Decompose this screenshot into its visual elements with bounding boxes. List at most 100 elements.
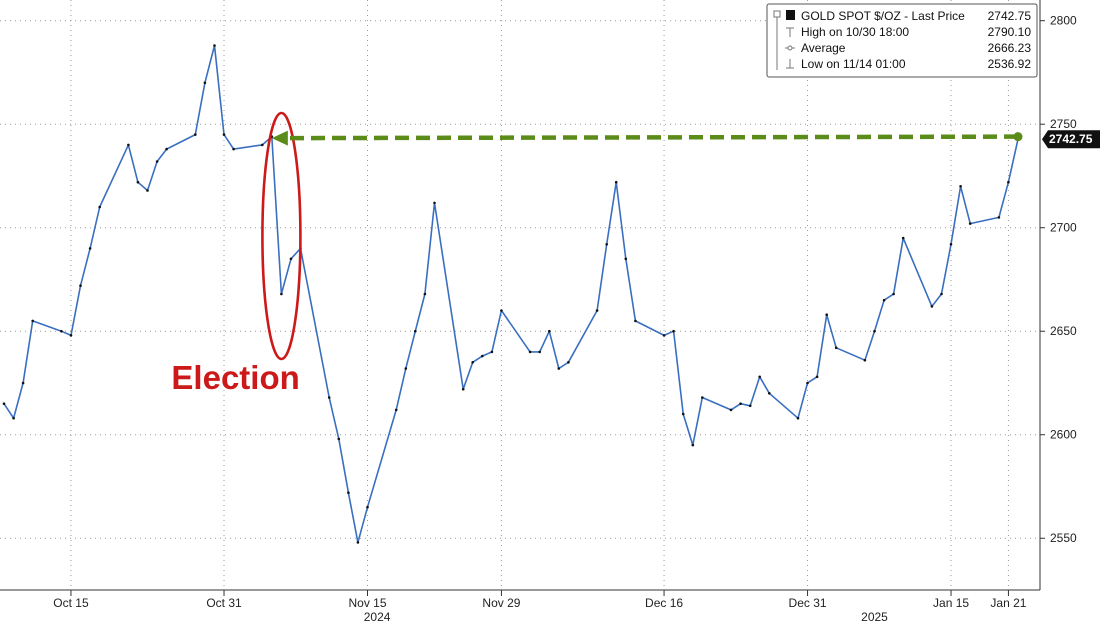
data-point-2024-12-11 [614,180,618,184]
reference-arrow-head [271,130,288,146]
x-tick-label-1: Oct 31 [206,596,242,610]
x-tick-label-0: Oct 15 [53,596,89,610]
data-point-2024-10-29 [203,81,207,85]
legend-tree-icon [773,10,781,70]
data-point-2024-12-24 [739,402,742,406]
data-point-2024-10-24 [155,160,159,163]
legend-high-icon [786,27,794,37]
data-point-2024-11-18 [394,408,398,412]
x-axis-ticks: Oct 15 Oct 31 Nov 15 Nov 29 Dec 16 Dec 31 Jan … [53,590,1027,610]
data-point-2025-01-06 [863,358,867,362]
data-point-2024-10-21 [127,143,130,147]
data-point-2024-10-31 [222,133,226,136]
data-point-2024-11-21 [423,292,427,296]
data-point-2025-01-09 [892,292,895,296]
data-point-2024-12-23 [729,408,733,412]
data-point-2024-12-12 [624,257,628,261]
legend-high-value: 2790.10 [988,25,1032,39]
last-price-tag: 2742.75 [1042,130,1100,149]
x-tick-label-4: Dec 16 [645,596,683,610]
axes: 2550 2600 2650 2700 2750 2800 Oct 15 Oct 31 Nov… [0,0,1077,624]
series-layer [2,44,1020,544]
data-point-2024-12-06 [567,361,570,364]
legend-average-icon [785,45,795,51]
y-tick-label-2700: 2700 [1050,221,1077,235]
legend-average-label: Average [801,41,846,55]
election-annotation: Election [171,111,302,396]
last-price-value: 2742.75 [1049,132,1093,146]
legend: GOLD SPOT $/OZ - Last Price 2742.75 High… [766,3,1038,78]
y-tick-label-2750: 2750 [1050,117,1077,131]
data-point-2024-11-28 [490,350,494,354]
data-point-2024-12-16 [662,334,666,337]
data-point-2024-11-26 [471,361,475,364]
data-point-2025-01-08 [882,298,886,302]
data-point-2024-10-30 [213,44,216,47]
data-point-2024-11-12 [337,437,341,441]
data-point-2024-11-19 [404,367,408,370]
data-point-2024-10-18 [98,205,101,209]
data-point-2025-01-14 [940,292,943,296]
data-point-2024-11-01 [232,147,235,151]
data-point-2025-01-21 [1007,180,1010,184]
data-point-2024-11-27 [481,354,484,358]
reference-arrow [271,130,1023,146]
y-tick-label-2600: 2600 [1050,428,1077,442]
data-point-2024-11-14 [356,541,360,544]
data-point-2024-12-31 [806,381,809,385]
data-point-2024-12-03 [538,350,541,354]
data-point-2024-10-10 [21,381,25,385]
data-point-2024-11-29 [500,309,503,312]
data-point-2024-10-28 [194,133,197,136]
data-point-2025-01-13 [930,305,934,308]
data-point-2024-12-20 [701,396,704,399]
legend-box [766,3,1038,78]
data-point-2024-11-06 [280,292,283,296]
year-label-2025: 2025 [861,610,888,624]
series-points [2,44,1020,544]
year-labels: 2024 2025 [364,610,888,624]
data-point-2024-12-17 [672,329,675,333]
legend-low-icon [786,59,794,69]
data-point-2024-10-15 [69,334,73,337]
x-tick-label-2: Nov 15 [348,596,386,610]
legend-title: GOLD SPOT $/OZ - Last Price [801,9,965,23]
data-point-2024-12-09 [595,309,599,312]
y-tick-label-2650: 2650 [1050,324,1077,338]
data-point-2025-01-07 [873,329,876,333]
data-point-2024-12-04 [548,329,551,333]
reference-arrow-line [283,134,1019,141]
data-point-2025-01-10 [901,236,905,240]
legend-low-value: 2536.92 [988,57,1032,71]
series-line-gold-spot [3,44,1019,544]
reference-arrow-dot [1013,132,1023,142]
last-price-tag-bg [1042,130,1100,149]
data-point-2024-11-13 [347,491,350,495]
data-point-2024-12-02 [528,350,532,354]
data-point-2024-12-05 [557,367,561,370]
data-point-2024-11-22 [433,201,436,205]
grid-lines [0,0,1040,590]
x-tick-label-3: Nov 29 [482,596,520,610]
data-point-2024-10-09 [12,416,15,420]
legend-average-value: 2666.23 [988,41,1032,55]
data-point-2025-01-01 [815,375,819,379]
data-point-2024-10-17 [88,247,92,250]
data-point-2025-01-15 [949,243,953,246]
x-tick-label-6: Jan 15 [933,596,969,610]
data-point-2024-10-16 [79,284,82,288]
data-point-2024-12-27 [768,392,771,395]
election-ellipse [261,111,302,361]
data-point-2025-01-20 [997,216,1001,219]
data-point-2024-10-08 [2,402,6,406]
data-point-2024-10-14 [60,329,63,333]
data-point-2024-10-23 [146,189,149,192]
election-label: Election [171,359,299,396]
data-point-2024-12-18 [681,412,685,416]
year-label-2024: 2024 [364,610,391,624]
data-point-2024-10-25 [165,147,168,151]
y-tick-label-2550: 2550 [1050,531,1077,545]
x-tick-label-5: Dec 31 [789,596,827,610]
data-point-2025-01-03 [834,346,838,350]
